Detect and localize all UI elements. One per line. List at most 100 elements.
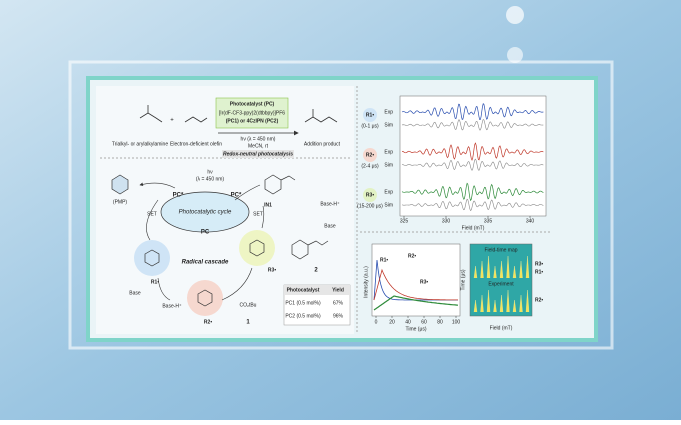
olefin-number: 1 (246, 320, 250, 326)
map-peak (519, 294, 523, 313)
map-label: R2• (535, 297, 543, 303)
trace-label: Exp (384, 149, 393, 155)
pc: PC* (231, 193, 242, 199)
base-h: Base-H⁺ (320, 201, 340, 207)
kinetic-trace (373, 295, 459, 311)
sim-trace (401, 119, 544, 131)
base: Base (129, 290, 141, 296)
r2: R2• (204, 319, 212, 325)
exp-trace (401, 103, 544, 121)
kinetics-traces: 0 20 40 60 80 100 R1• R2• R3• (373, 253, 461, 325)
mode: Redox-neutral photocatalysis (223, 151, 293, 157)
in1-structure (264, 174, 296, 195)
plus: + (170, 118, 174, 124)
x-axis-label: Field (mT) (462, 225, 485, 231)
trace-label: R2• (408, 253, 416, 259)
table-cell: 67% (333, 300, 344, 306)
radical-time: (15-200 μs) (357, 203, 383, 209)
catalyst-box (215, 97, 289, 129)
amine-structure (139, 105, 163, 123)
decor (507, 47, 523, 63)
x-tick-label: 325 (400, 218, 409, 224)
table-cell: PC2 (0.5 mol%) (285, 313, 321, 319)
light: hν (207, 169, 213, 175)
conditions: hν (λ = 450 nm) (241, 136, 276, 142)
map-peak (512, 265, 517, 279)
pc: PC (201, 230, 210, 236)
map-subtitle: Experiment (488, 281, 514, 287)
reactant-label: Trialkyl- or arylalkylamine (112, 141, 168, 147)
x-axis-label: Field (mT) (490, 325, 513, 331)
map-peak (493, 299, 497, 313)
cycle-label: Photocatalytic cycle (179, 210, 232, 216)
table-cell: 96% (333, 313, 344, 319)
x-tick-label: 330 (442, 218, 451, 224)
radical-time: (2-4 μs) (361, 163, 379, 169)
map-peak (493, 265, 497, 279)
map-traces: R3• R1• R2• (473, 255, 543, 313)
map-peak (506, 289, 510, 313)
catalyst-title: Photocatalyst (PC) (230, 101, 275, 107)
map-peak (499, 294, 504, 313)
r3: R3• (268, 267, 276, 273)
product-structure (291, 239, 329, 260)
sim-trace (401, 198, 544, 212)
radical-circle (363, 148, 377, 162)
radical-label: R3• (366, 192, 374, 198)
set: SET (147, 211, 157, 217)
y-axis-label: Intensity (a.u.) (363, 266, 369, 298)
reactant-label: Electron-deficient olefin (170, 141, 222, 147)
table-cell: PC1 (0.5 mol%) (285, 300, 321, 306)
r1-circle (134, 240, 170, 276)
y-axis-label: Time (μs) (460, 269, 466, 290)
r1: R1• (151, 279, 159, 285)
pmp: (PMP) (113, 199, 128, 205)
map-peak (525, 255, 530, 279)
base-h: Base-H⁺ (162, 303, 182, 309)
map-peak (480, 260, 484, 279)
map-peak (519, 260, 523, 279)
sim-trace (401, 158, 544, 171)
map-peak (473, 265, 478, 279)
x-tick-label: 100 (452, 319, 461, 325)
map-peak (480, 294, 484, 313)
map-peak (506, 255, 510, 279)
radical-time: (0-1 μs) (361, 123, 379, 129)
cycle (160, 191, 250, 233)
structure (249, 239, 265, 257)
conditions: MeCN, rt (248, 143, 269, 149)
pmp-structure (111, 174, 129, 195)
map-label: R3• (535, 261, 543, 267)
r3-circle (239, 230, 275, 266)
light: (λ = 450 nm) (196, 176, 225, 182)
exp-trace (401, 142, 544, 161)
map-label: R1• (535, 269, 543, 275)
trace-label: Sim (384, 202, 393, 208)
intermediate: IN1 (264, 202, 272, 208)
radical-label: R1• (366, 112, 374, 118)
trace-label: Sim (384, 122, 393, 128)
x-tick-label: 80 (437, 319, 443, 325)
x-tick-label: 340 (526, 218, 535, 224)
arrow (140, 183, 265, 301)
table-header: Yield (332, 287, 344, 293)
map-peak (486, 289, 491, 313)
map-title: Field-time map (484, 247, 517, 253)
frame (68, 60, 614, 350)
epr-traces: R1• (0-1 μs) Exp Sim R2• (2-4 μs) Exp Sim R3• (15… (357, 103, 544, 224)
map-peak (499, 260, 504, 279)
pc: PC* (173, 193, 184, 199)
catalyst: [Ir(dF-CF3-ppy)2(dtbbpy)]PF6 (219, 110, 285, 116)
product-label: Addition product (304, 141, 341, 147)
olefin-structure (184, 116, 208, 123)
product-number: 2 (314, 268, 318, 274)
set: SET (253, 211, 263, 217)
product-structure (304, 109, 338, 123)
trace-label: R3• (420, 279, 428, 285)
map-peak (525, 289, 530, 313)
trace-label: Sim (384, 162, 393, 168)
r2-circle (187, 280, 223, 316)
radical-label: R2• (366, 152, 374, 158)
trace-label: Exp (384, 189, 393, 195)
